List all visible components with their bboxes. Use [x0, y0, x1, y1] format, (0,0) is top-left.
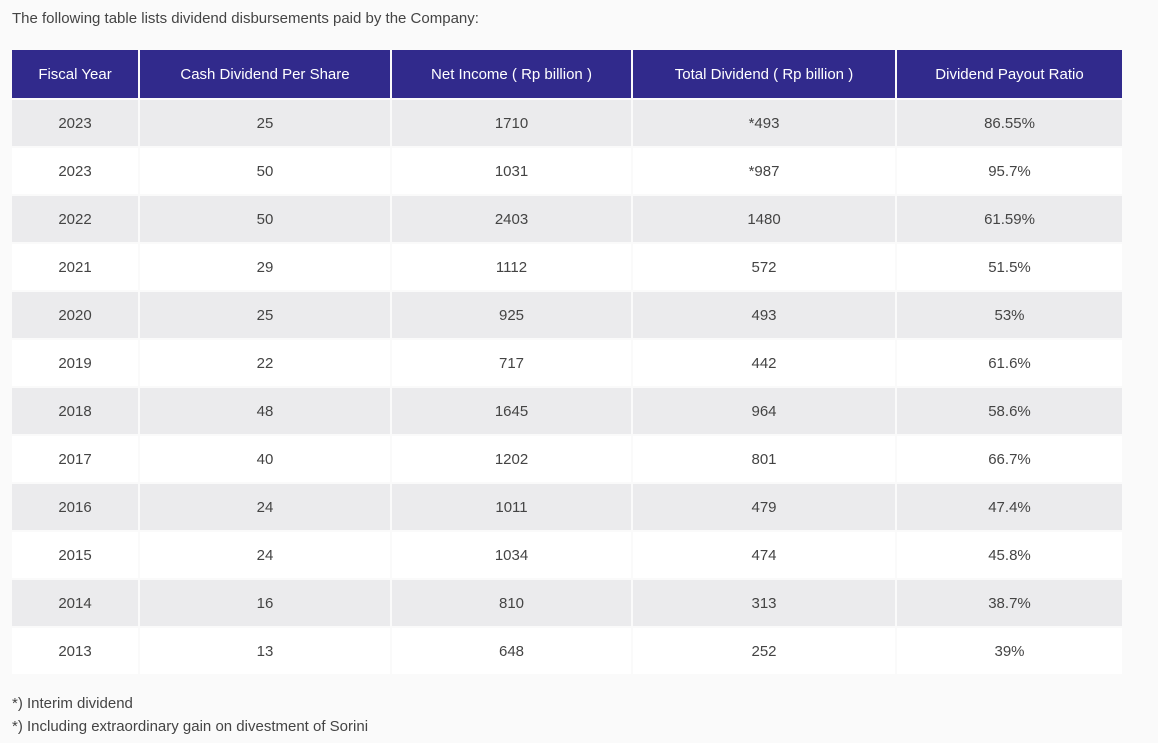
- table-row: 2014 16 810 313 38.7%: [12, 578, 1122, 627]
- table-row: 2020 25 925 493 53%: [12, 290, 1122, 339]
- footnotes: *) Interim dividend *) Including extraor…: [12, 692, 368, 738]
- cell-net-income: 925: [390, 290, 632, 339]
- table-row: 2023 25 1710 *493 86.55%: [12, 98, 1122, 147]
- header-net-income: Net Income ( Rp billion ): [390, 50, 632, 99]
- cell-payout-ratio: 39%: [895, 626, 1122, 674]
- cell-cash-dividend: 22: [138, 338, 391, 387]
- cell-payout-ratio: 61.59%: [895, 194, 1122, 243]
- cell-payout-ratio: 38.7%: [895, 578, 1122, 627]
- cell-cash-dividend: 50: [138, 194, 391, 243]
- cell-net-income: 717: [390, 338, 632, 387]
- table-body: 2023 25 1710 *493 86.55% 2023 50 1031 *987 95.7% 2…: [12, 98, 1122, 674]
- cell-payout-ratio: 66.7%: [895, 434, 1122, 483]
- footnote-extraordinary: *) Including extraordinary gain on dives…: [12, 718, 369, 735]
- cell-fiscal-year: 2014: [12, 578, 139, 627]
- cell-fiscal-year: 2018: [12, 386, 139, 435]
- cell-net-income: 1031: [390, 146, 632, 195]
- header-cash-dividend: Cash Dividend Per Share: [138, 50, 391, 99]
- dividend-table: Fiscal Year Cash Dividend Per Share Net …: [12, 50, 1122, 674]
- header-fiscal-year: Fiscal Year: [12, 50, 139, 99]
- cell-net-income: 1645: [390, 386, 632, 435]
- cell-total-dividend: 801: [631, 434, 896, 483]
- cell-total-dividend: 252: [631, 626, 896, 674]
- cell-total-dividend: 313: [631, 578, 896, 627]
- cell-payout-ratio: 61.6%: [895, 338, 1122, 387]
- cell-net-income: 810: [390, 578, 632, 627]
- cell-net-income: 648: [390, 626, 632, 674]
- cell-fiscal-year: 2015: [12, 530, 139, 579]
- cell-fiscal-year: 2019: [12, 338, 139, 387]
- cell-total-dividend: 442: [631, 338, 896, 387]
- table-row: 2017 40 1202 801 66.7%: [12, 434, 1122, 483]
- table-row: 2022 50 2403 1480 61.59%: [12, 194, 1122, 243]
- cell-total-dividend: 572: [631, 242, 896, 291]
- cell-payout-ratio: 86.55%: [895, 98, 1122, 147]
- cell-net-income: 1710: [390, 98, 632, 147]
- cell-payout-ratio: 47.4%: [895, 482, 1122, 531]
- header-total-dividend: Total Dividend ( Rp billion ): [631, 50, 896, 99]
- table-row: 2019 22 717 442 61.6%: [12, 338, 1122, 387]
- cell-cash-dividend: 24: [138, 530, 391, 579]
- cell-net-income: 1202: [390, 434, 632, 483]
- cell-payout-ratio: 95.7%: [895, 146, 1122, 195]
- cell-fiscal-year: 2023: [12, 98, 139, 147]
- cell-total-dividend: 474: [631, 530, 896, 579]
- cell-cash-dividend: 16: [138, 578, 391, 627]
- cell-payout-ratio: 58.6%: [895, 386, 1122, 435]
- cell-net-income: 1112: [390, 242, 632, 291]
- footnote-interim: *) Interim dividend: [12, 695, 133, 712]
- cell-fiscal-year: 2023: [12, 146, 139, 195]
- cell-total-dividend: *493: [631, 98, 896, 147]
- cell-net-income: 2403: [390, 194, 632, 243]
- cell-cash-dividend: 48: [138, 386, 391, 435]
- cell-fiscal-year: 2013: [12, 626, 139, 674]
- cell-payout-ratio: 45.8%: [895, 530, 1122, 579]
- cell-net-income: 1034: [390, 530, 632, 579]
- cell-total-dividend: 479: [631, 482, 896, 531]
- cell-cash-dividend: 13: [138, 626, 391, 674]
- cell-fiscal-year: 2017: [12, 434, 139, 483]
- table-row: 2016 24 1011 479 47.4%: [12, 482, 1122, 531]
- cell-fiscal-year: 2021: [12, 242, 139, 291]
- cell-cash-dividend: 50: [138, 146, 391, 195]
- cell-cash-dividend: 25: [138, 290, 391, 339]
- table-row: 2023 50 1031 *987 95.7%: [12, 146, 1122, 195]
- cell-cash-dividend: 40: [138, 434, 391, 483]
- cell-cash-dividend: 25: [138, 98, 391, 147]
- cell-total-dividend: *987: [631, 146, 896, 195]
- intro-text: The following table lists dividend disbu…: [12, 10, 479, 27]
- cell-payout-ratio: 53%: [895, 290, 1122, 339]
- cell-total-dividend: 1480: [631, 194, 896, 243]
- table-row: 2013 13 648 252 39%: [12, 626, 1122, 674]
- table-header-row: Fiscal Year Cash Dividend Per Share Net …: [12, 50, 1122, 99]
- cell-payout-ratio: 51.5%: [895, 242, 1122, 291]
- cell-fiscal-year: 2016: [12, 482, 139, 531]
- header-payout-ratio: Dividend Payout Ratio: [895, 50, 1122, 99]
- table-row: 2015 24 1034 474 45.8%: [12, 530, 1122, 579]
- cell-total-dividend: 493: [631, 290, 896, 339]
- cell-fiscal-year: 2020: [12, 290, 139, 339]
- table-row: 2018 48 1645 964 58.6%: [12, 386, 1122, 435]
- cell-cash-dividend: 24: [138, 482, 391, 531]
- cell-cash-dividend: 29: [138, 242, 391, 291]
- cell-net-income: 1011: [390, 482, 632, 531]
- cell-total-dividend: 964: [631, 386, 896, 435]
- table-row: 2021 29 1112 572 51.5%: [12, 242, 1122, 291]
- cell-fiscal-year: 2022: [12, 194, 139, 243]
